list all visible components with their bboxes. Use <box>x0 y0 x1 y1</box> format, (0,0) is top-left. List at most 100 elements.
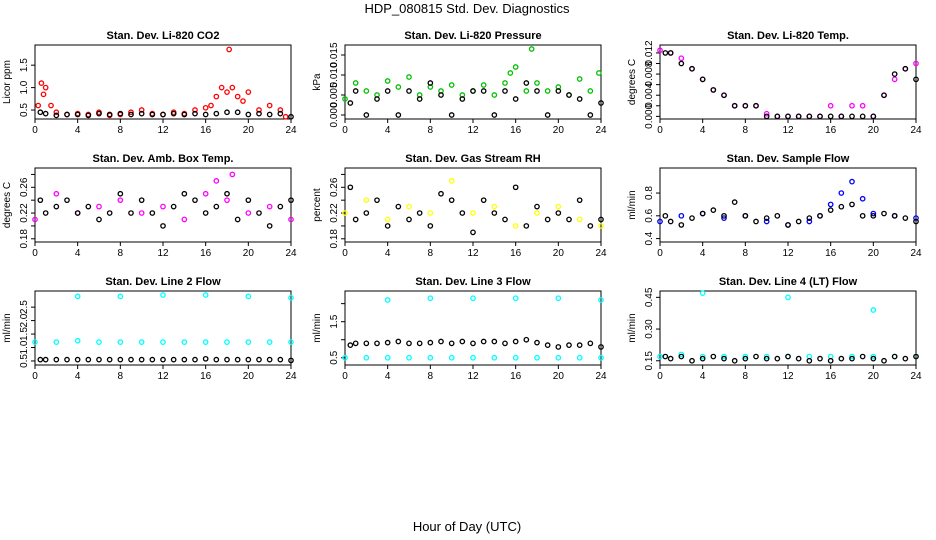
x-tick-label: 24 <box>595 371 607 382</box>
data-point-raw <box>38 80 45 86</box>
data-point-hourly <box>512 338 519 345</box>
data-point-raw <box>202 292 209 298</box>
panel-frame <box>34 290 292 366</box>
data-point-hourly <box>555 210 562 216</box>
data-point-hourly <box>117 190 124 197</box>
data-point-raw <box>218 84 225 91</box>
data-point-hourly <box>160 356 166 363</box>
data-point-raw <box>256 107 262 113</box>
data-point-raw <box>544 88 551 94</box>
data-point-raw <box>229 84 236 91</box>
data-point-hourly <box>384 88 391 94</box>
panel-title: Stan. Dev. Line 4 (LT) Flow <box>719 276 858 288</box>
data-point-raw <box>266 203 273 210</box>
x-tick-label: 12 <box>157 125 169 136</box>
data-point-hourly <box>523 336 530 343</box>
x-tick-label: 24 <box>285 371 297 382</box>
panel-title: Stan. Dev. Amb. Box Temp. <box>93 153 234 165</box>
data-point-raw <box>448 82 455 88</box>
data-point-hourly <box>849 201 855 208</box>
data-point-hourly <box>742 212 749 219</box>
panel-title: Stan. Dev. Li-820 Temp. <box>727 30 849 42</box>
data-point-hourly <box>480 88 487 94</box>
data-point-hourly <box>245 356 252 363</box>
data-point-hourly <box>742 102 749 109</box>
panel-8: Stan. Dev. Line 3 Flow ml/min 0 4 8 12 16 20 24 0… <box>312 276 607 382</box>
data-point-raw <box>763 110 770 117</box>
data-point-raw <box>128 109 134 116</box>
data-point-raw <box>849 353 855 360</box>
data-point-raw <box>384 354 391 361</box>
data-point-raw <box>117 339 124 345</box>
data-point-raw <box>448 354 455 361</box>
panel-5: Stan. Dev. Gas Stream RH percent 0 4 8 12 16 20… <box>312 153 607 259</box>
data-point-raw <box>202 104 209 111</box>
data-point-raw <box>806 218 813 225</box>
data-point-raw <box>224 89 230 95</box>
data-point-hourly <box>438 338 444 345</box>
data-point-raw <box>534 80 540 86</box>
data-point-hourly <box>689 215 695 221</box>
data-point-raw <box>384 216 391 223</box>
data-point-raw <box>266 102 273 109</box>
x-tick-label: 20 <box>243 371 255 382</box>
data-point-hourly <box>678 353 685 360</box>
x-tick-label: 8 <box>118 371 124 382</box>
data-point-raw <box>598 297 604 303</box>
data-point-hourly <box>763 113 770 120</box>
data-point-raw <box>699 353 706 360</box>
data-point-hourly <box>785 113 791 120</box>
data-point-raw <box>502 80 508 86</box>
data-point-hourly <box>160 223 166 229</box>
x-tick-label: 0 <box>32 371 38 382</box>
data-point-raw <box>891 76 898 83</box>
data-point-raw <box>395 84 402 90</box>
data-point-hourly <box>817 355 823 362</box>
x-tick-label: 0 <box>657 248 663 259</box>
data-point-hourly <box>96 110 102 117</box>
data-point-hourly <box>266 356 273 363</box>
x-tick-label: 24 <box>285 248 297 259</box>
data-point-raw <box>53 339 60 345</box>
panel-3: Stan. Dev. Li-820 Temp. degrees C 0 4 8 12 16 2… <box>627 30 922 136</box>
panel-frame <box>659 44 917 120</box>
data-point-hourly <box>224 356 230 363</box>
x-tick-label: 16 <box>510 248 522 259</box>
data-point-hourly <box>710 87 717 93</box>
data-point-hourly <box>416 96 423 102</box>
panel-frame <box>344 290 602 366</box>
data-point-hourly <box>459 338 466 345</box>
x-tick-label: 4 <box>700 125 706 136</box>
data-point-hourly <box>785 222 791 228</box>
x-tick-label: 12 <box>782 125 794 136</box>
data-point-raw <box>576 354 583 361</box>
data-point-hourly <box>913 353 919 360</box>
data-point-hourly <box>827 207 834 213</box>
data-point-hourly <box>881 92 887 99</box>
data-point-raw <box>213 178 220 184</box>
panel-1: Stan. Dev. Li-820 CO2 Licor ppm 0 4 8 12 16 20 2… <box>2 30 297 136</box>
data-point-raw <box>117 293 124 300</box>
data-point-hourly <box>106 111 113 118</box>
data-point-hourly <box>480 338 487 345</box>
data-point-raw <box>576 216 583 223</box>
data-point-hourly <box>96 356 102 363</box>
x-tick-label: 16 <box>510 125 522 136</box>
panel-6: Stan. Dev. Sample Flow ml/min 0 4 8 12 16 20 24 0… <box>627 153 922 259</box>
y-axis-label: kPa <box>312 73 323 91</box>
data-point-hourly <box>96 216 102 223</box>
x-tick-label: 12 <box>467 248 479 259</box>
y-tick-label: 0.000 <box>644 103 655 128</box>
y-tick-label: 2.5 <box>19 300 30 314</box>
data-point-raw <box>427 354 434 361</box>
data-point-hourly <box>352 340 359 347</box>
panel-9: Stan. Dev. Line 4 (LT) Flow ml/min 0 4 8 12 16… <box>627 276 922 382</box>
data-point-hourly <box>374 96 380 102</box>
data-point-raw <box>229 171 236 178</box>
y-tick-label: 0.18 <box>19 229 30 249</box>
x-tick-label: 4 <box>385 248 391 259</box>
y-axis-label: percent <box>312 188 323 222</box>
data-point-hourly <box>913 218 919 225</box>
data-point-hourly <box>427 223 434 229</box>
data-point-raw <box>528 46 535 52</box>
